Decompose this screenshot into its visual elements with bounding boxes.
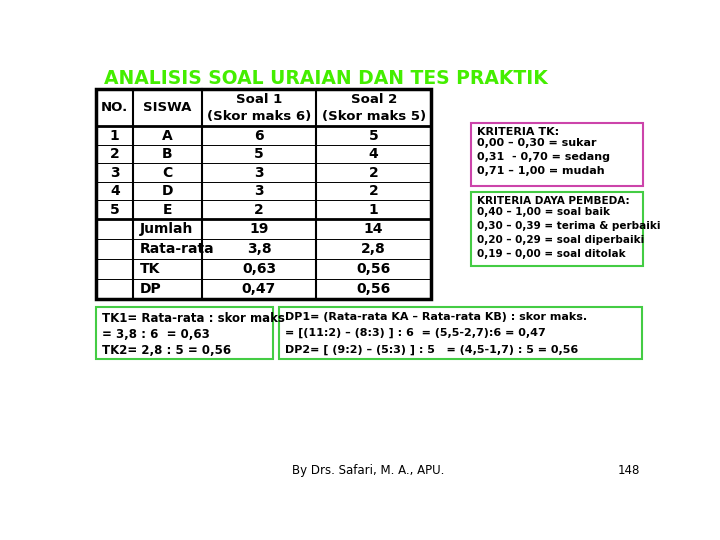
Text: 5: 5 [110,202,120,217]
Text: DP1= (Rata-rata KA – Rata-rata KB) : skor maks.: DP1= (Rata-rata KA – Rata-rata KB) : sko… [284,312,587,322]
Text: B: B [162,147,173,161]
Text: 0,19 – 0,00 = soal ditolak: 0,19 – 0,00 = soal ditolak [477,249,626,259]
Text: TK: TK [140,262,160,276]
Text: 0,31  - 0,70 = sedang: 0,31 - 0,70 = sedang [477,152,610,162]
Text: C: C [163,166,173,180]
Text: D: D [162,184,174,198]
Text: = 3,8 : 6  = 0,63: = 3,8 : 6 = 0,63 [102,328,210,341]
Text: TK1= Rata-rata : skor maks: TK1= Rata-rata : skor maks [102,312,284,325]
Bar [472,192,644,266]
Bar [96,90,431,299]
Text: 4: 4 [369,147,379,161]
Text: 0,56: 0,56 [356,282,391,296]
Text: 2: 2 [254,202,264,217]
Text: 0,00 – 0,30 = sukar: 0,00 – 0,30 = sukar [477,138,596,148]
Text: 3: 3 [254,166,264,180]
Text: KRITERIA TK:: KRITERIA TK: [477,127,559,137]
Text: 1: 1 [110,129,120,143]
Text: E: E [163,202,172,217]
Text: 2: 2 [110,147,120,161]
Text: DP2= [ (9:2) – (5:3) ] : 5   = (4,5-1,7) : 5 = 0,56: DP2= [ (9:2) – (5:3) ] : 5 = (4,5-1,7) :… [284,345,577,355]
Text: ANALISIS SOAL URAIAN DAN TES PRAKTIK: ANALISIS SOAL URAIAN DAN TES PRAKTIK [104,70,548,89]
Text: 0,40 – 1,00 = soal baik: 0,40 – 1,00 = soal baik [477,207,610,217]
Bar [472,123,644,186]
Text: Jumlah: Jumlah [140,222,193,236]
Text: 6: 6 [254,129,264,143]
Text: = [(11:2) – (8:3) ] : 6  = (5,5-2,7):6 = 0,47: = [(11:2) – (8:3) ] : 6 = (5,5-2,7):6 = … [284,328,545,339]
Text: 2,8: 2,8 [361,242,386,256]
Text: 2: 2 [369,184,379,198]
Text: 5: 5 [254,147,264,161]
Text: 0,30 – 0,39 = terima & perbaiki: 0,30 – 0,39 = terima & perbaiki [477,221,660,231]
Text: 3: 3 [110,166,120,180]
Text: 3,8: 3,8 [247,242,271,256]
Text: 1: 1 [369,202,379,217]
Text: By Drs. Safari, M. A., APU.: By Drs. Safari, M. A., APU. [292,464,444,477]
Text: Rata-rata: Rata-rata [140,242,215,256]
Text: 14: 14 [364,222,384,236]
Text: 0,56: 0,56 [356,262,391,276]
Text: NO.: NO. [102,102,128,114]
Text: 0,71 – 1,00 = mudah: 0,71 – 1,00 = mudah [477,166,604,176]
Bar [279,307,642,359]
Text: 0,63: 0,63 [242,262,276,276]
Text: 0,47: 0,47 [242,282,276,296]
Text: 0,20 – 0,29 = soal diperbaiki: 0,20 – 0,29 = soal diperbaiki [477,235,644,245]
Text: 148: 148 [618,464,640,477]
Text: DP: DP [140,282,161,296]
Text: SISWA: SISWA [143,102,192,114]
Text: 3: 3 [254,184,264,198]
Bar [96,307,273,359]
Text: 2: 2 [369,166,379,180]
Text: KRITERIA DAYA PEMBEDA:: KRITERIA DAYA PEMBEDA: [477,197,629,206]
Text: 19: 19 [249,222,269,236]
Text: A: A [162,129,173,143]
Text: 5: 5 [369,129,379,143]
Text: Soal 1
(Skor maks 6): Soal 1 (Skor maks 6) [207,93,311,123]
Text: 4: 4 [110,184,120,198]
Text: Soal 2
(Skor maks 5): Soal 2 (Skor maks 5) [322,93,426,123]
Text: TK2= 2,8 : 5 = 0,56: TK2= 2,8 : 5 = 0,56 [102,345,230,357]
